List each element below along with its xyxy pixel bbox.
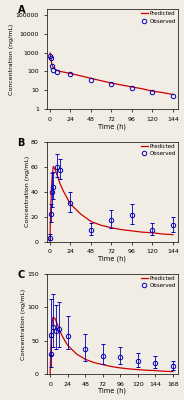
- Text: A: A: [18, 5, 25, 15]
- X-axis label: Time (h): Time (h): [98, 256, 126, 262]
- Legend: Predicted, Observed: Predicted, Observed: [141, 11, 176, 24]
- X-axis label: Time (h): Time (h): [98, 388, 126, 394]
- Text: B: B: [18, 138, 25, 148]
- Y-axis label: Concentration (ng/mL): Concentration (ng/mL): [25, 156, 30, 227]
- Text: C: C: [18, 270, 25, 280]
- X-axis label: Time (h): Time (h): [98, 123, 126, 130]
- Legend: Predicted, Observed: Predicted, Observed: [141, 143, 176, 156]
- Y-axis label: Concentration (ng/mL): Concentration (ng/mL): [9, 24, 14, 95]
- Y-axis label: Concentration (ng/mL): Concentration (ng/mL): [21, 288, 26, 360]
- Legend: Predicted, Observed: Predicted, Observed: [141, 276, 176, 289]
